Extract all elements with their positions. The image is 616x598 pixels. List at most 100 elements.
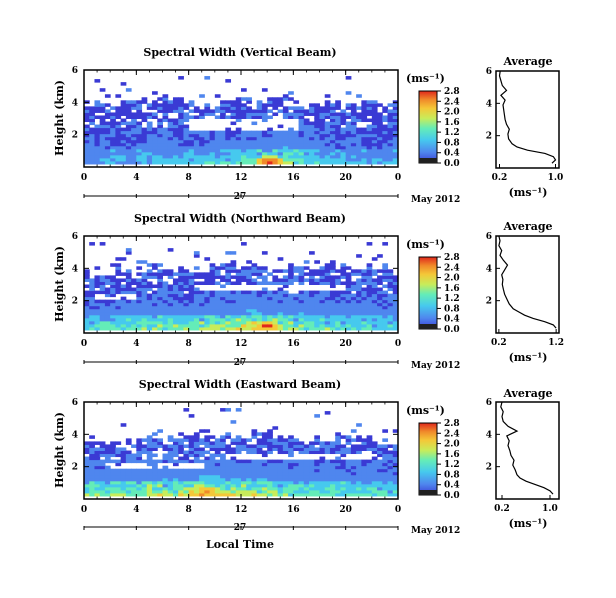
- heatmap-cell: [204, 272, 211, 276]
- heatmap-cell: [89, 293, 95, 298]
- heatmap-cell: [303, 486, 310, 491]
- heatmap-cell: [99, 471, 106, 476]
- heatmap-cell: [335, 317, 341, 322]
- heatmap-cell: [392, 284, 399, 289]
- heatmap-cell: [131, 121, 137, 126]
- heatmap-cell: [188, 275, 195, 279]
- heatmap-cell: [382, 278, 389, 282]
- heatmap-cell: [120, 290, 127, 295]
- heatmap-cell: [319, 127, 326, 132]
- heatmap-cell: [314, 489, 320, 494]
- average-y-tick-label: 4: [486, 99, 492, 109]
- heatmap-cell: [89, 477, 95, 482]
- heatmap-cell: [141, 281, 148, 285]
- heatmap-cell: [104, 94, 111, 98]
- heatmap-cell: [261, 118, 268, 123]
- heatmap-cells: [84, 408, 399, 497]
- heatmap-cell: [141, 260, 148, 264]
- heatmap-cell: [371, 124, 378, 129]
- heatmap-cell: [392, 145, 399, 150]
- heatmap-cell: [193, 251, 200, 255]
- heatmap-cell: [293, 323, 300, 328]
- heatmap-cell: [235, 311, 242, 316]
- heatmap-cell: [329, 284, 336, 289]
- heatmap-cell: [387, 465, 394, 470]
- heatmap-cell: [267, 302, 273, 307]
- heatmap-cell: [89, 468, 95, 473]
- heatmap-cell: [183, 477, 190, 482]
- heatmap-cell: [230, 160, 237, 165]
- heatmap-cell: [298, 266, 305, 270]
- heatmap-cell: [387, 281, 394, 285]
- heatmap-cell: [188, 148, 195, 153]
- heatmap-cell: [110, 115, 116, 119]
- heatmap-cell: [288, 492, 294, 497]
- heatmap-cell: [293, 308, 300, 313]
- heatmap-cell: [261, 302, 268, 307]
- heatmap-cell: [172, 459, 179, 464]
- heatmap-cell: [162, 281, 169, 285]
- heatmap-cell: [110, 124, 116, 129]
- heatmap-cell: [157, 444, 163, 448]
- heatmap-cell: [99, 284, 106, 289]
- heatmap-cell: [246, 468, 252, 473]
- average-y-tick-label: 2: [486, 297, 492, 307]
- heatmap-cell: [371, 441, 378, 445]
- heatmap-cell: [146, 471, 153, 476]
- heatmap-cell: [162, 284, 169, 289]
- heatmap-cell: [303, 127, 310, 132]
- heatmap-cell: [178, 486, 184, 491]
- heatmap-cell: [157, 127, 163, 132]
- heatmap-cell: [371, 323, 378, 328]
- heatmap-cell: [267, 435, 273, 439]
- heatmap-cell: [120, 486, 127, 491]
- heatmap-cell: [366, 480, 373, 485]
- heatmap-cell: [319, 293, 326, 298]
- heatmap-cell: [350, 284, 357, 289]
- heatmap-cell: [387, 317, 394, 322]
- heatmap-cell: [157, 480, 163, 485]
- heatmap-cell: [89, 308, 95, 313]
- heatmap-cell: [209, 474, 216, 479]
- heatmap-cell: [146, 142, 153, 147]
- heatmap-cell: [387, 139, 394, 144]
- x-tick-label: 4: [133, 339, 139, 349]
- heatmap-cell: [335, 275, 341, 279]
- heatmap-cell: [392, 130, 399, 135]
- heatmap-cell: [235, 486, 242, 491]
- heatmap-cell: [246, 269, 252, 273]
- heatmap-cell: [246, 106, 252, 110]
- heatmap-cell: [277, 468, 284, 473]
- heatmap-cell: [209, 269, 216, 273]
- heatmap-cell: [225, 109, 232, 113]
- heatmap-cell: [309, 145, 315, 150]
- heatmap-cell: [267, 160, 273, 165]
- heatmap-cell: [261, 320, 268, 325]
- heatmap-cell: [324, 492, 331, 497]
- heatmap-cell: [340, 136, 347, 141]
- heatmap-cell: [157, 287, 163, 292]
- heatmap-cell: [324, 477, 331, 482]
- heatmap-cell: [356, 272, 362, 276]
- heatmap-cell: [167, 106, 174, 110]
- heatmap-cell: [188, 100, 195, 104]
- heatmap-cell: [188, 284, 195, 289]
- heatmap-cell: [157, 302, 163, 307]
- heatmap-cell: [193, 489, 200, 494]
- heatmap-cell: [298, 157, 305, 162]
- heatmap-cell: [371, 115, 378, 119]
- heatmap-cell: [125, 148, 132, 153]
- heatmap-cell: [282, 323, 289, 328]
- heatmap-cell: [183, 106, 190, 110]
- heatmap-cell: [319, 474, 326, 479]
- heatmap-cell: [267, 299, 273, 304]
- heatmap-cell: [392, 480, 399, 485]
- heatmap-cell: [183, 323, 190, 328]
- heatmap-cell: [94, 486, 101, 491]
- heatmap-cell: [99, 299, 106, 304]
- heatmap-cell: [225, 79, 232, 83]
- heatmap-cell: [387, 314, 394, 319]
- heatmap-cell: [345, 272, 352, 276]
- heatmap-cell: [267, 148, 273, 153]
